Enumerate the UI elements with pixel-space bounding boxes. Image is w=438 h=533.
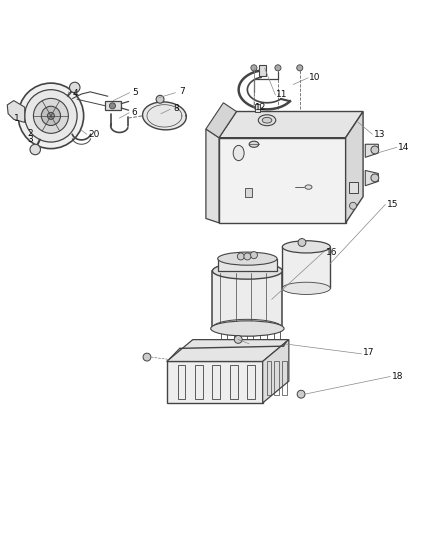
Circle shape — [47, 112, 54, 119]
Ellipse shape — [249, 141, 259, 147]
Bar — [247, 365, 255, 399]
Circle shape — [297, 390, 305, 398]
Ellipse shape — [283, 282, 330, 294]
Bar — [283, 247, 330, 288]
Text: 6: 6 — [132, 108, 138, 117]
Ellipse shape — [283, 241, 330, 253]
Bar — [221, 328, 227, 345]
Polygon shape — [219, 111, 363, 138]
Circle shape — [251, 65, 257, 71]
Polygon shape — [346, 111, 363, 223]
Polygon shape — [365, 171, 378, 185]
Ellipse shape — [212, 319, 283, 336]
Text: 2: 2 — [28, 130, 33, 138]
Text: 20: 20 — [88, 130, 99, 139]
Text: 17: 17 — [363, 349, 374, 358]
Text: 4: 4 — [72, 89, 78, 98]
Text: 10: 10 — [309, 72, 321, 82]
Bar — [177, 365, 185, 399]
Bar — [106, 101, 121, 110]
Bar — [212, 365, 220, 399]
Polygon shape — [219, 138, 346, 223]
Ellipse shape — [233, 146, 244, 160]
Text: 13: 13 — [374, 130, 385, 139]
Polygon shape — [166, 340, 289, 361]
Text: 18: 18 — [392, 372, 404, 381]
Polygon shape — [206, 103, 237, 138]
Circle shape — [297, 65, 303, 71]
Polygon shape — [7, 101, 25, 123]
Text: 8: 8 — [174, 104, 180, 113]
Ellipse shape — [212, 263, 283, 279]
Bar — [349, 182, 358, 193]
Text: 12: 12 — [255, 103, 267, 111]
Polygon shape — [365, 144, 378, 157]
Circle shape — [244, 253, 251, 260]
Bar — [261, 328, 267, 345]
Bar — [259, 65, 266, 76]
Ellipse shape — [305, 185, 312, 189]
Bar — [245, 188, 252, 197]
Circle shape — [30, 144, 40, 155]
Circle shape — [143, 353, 151, 361]
Text: 16: 16 — [326, 248, 337, 256]
Text: 11: 11 — [276, 90, 287, 99]
Circle shape — [251, 252, 258, 259]
Bar — [267, 361, 271, 395]
Circle shape — [234, 335, 242, 343]
Bar — [218, 259, 277, 271]
Circle shape — [41, 106, 60, 125]
Polygon shape — [142, 102, 186, 130]
Text: 5: 5 — [132, 88, 138, 97]
Text: 1: 1 — [14, 114, 20, 123]
Bar — [230, 365, 238, 399]
Text: 7: 7 — [179, 87, 185, 96]
Polygon shape — [166, 361, 263, 403]
Circle shape — [371, 146, 379, 154]
Bar — [195, 365, 203, 399]
Bar — [247, 328, 254, 345]
Bar — [283, 361, 287, 395]
Text: 15: 15 — [387, 200, 399, 209]
Text: 3: 3 — [28, 135, 33, 144]
Ellipse shape — [258, 115, 276, 126]
Bar — [255, 103, 261, 111]
Bar — [212, 271, 283, 328]
Circle shape — [33, 99, 68, 133]
Polygon shape — [206, 129, 219, 223]
Bar — [274, 328, 280, 345]
Text: 14: 14 — [399, 143, 410, 152]
Ellipse shape — [218, 252, 277, 265]
Circle shape — [156, 95, 164, 103]
Circle shape — [275, 65, 281, 71]
Bar — [275, 361, 279, 395]
Circle shape — [18, 83, 84, 149]
Circle shape — [237, 253, 244, 260]
Circle shape — [350, 203, 357, 209]
Ellipse shape — [262, 117, 272, 123]
Circle shape — [110, 103, 116, 109]
Circle shape — [70, 82, 80, 93]
Bar — [234, 328, 240, 345]
Ellipse shape — [211, 321, 284, 336]
Circle shape — [298, 239, 306, 246]
Circle shape — [25, 90, 77, 142]
Circle shape — [371, 174, 379, 182]
Polygon shape — [263, 340, 289, 403]
